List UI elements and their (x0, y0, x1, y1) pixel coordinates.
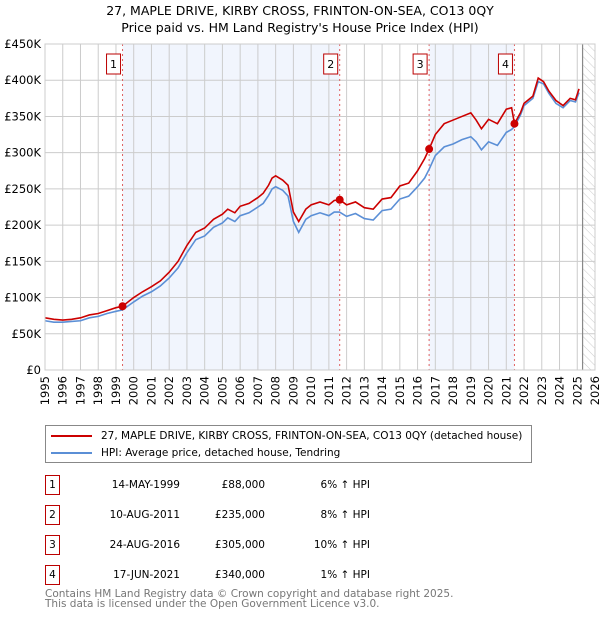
sale-marker-label: 1 (110, 58, 117, 71)
footer-line: This data is licensed under the Open Gov… (45, 598, 380, 610)
x-tick-label: 2003 (180, 376, 194, 405)
sale-date: 10-AUG-2011 (109, 509, 180, 521)
sale-hpi-diff: 10% ↑ HPI (313, 539, 370, 551)
sale-marker-label: 4 (502, 58, 509, 71)
plot-border (44, 43, 596, 371)
sale-price: £340,000 (214, 569, 265, 581)
x-tick-label: 2004 (198, 376, 212, 405)
x-tick-label: 2001 (144, 376, 158, 405)
y-tick-label: £150K (4, 254, 41, 268)
x-tick-label: 1996 (56, 376, 70, 405)
legend-item-property: 27, MAPLE DRIVE, KIRBY CROSS, FRINTON-ON… (46, 428, 522, 444)
x-tick-label: 2007 (251, 376, 265, 405)
sale-hpi-diff: 1% ↑ HPI (320, 569, 370, 581)
sale-point (510, 119, 519, 128)
x-tick-label: 2012 (340, 376, 354, 405)
x-tick-label: 2024 (553, 376, 567, 405)
x-tick-label: 2020 (482, 376, 496, 405)
shaded-period (122, 44, 340, 370)
x-tick-label: 2026 (588, 376, 600, 405)
x-tick-label: 2025 (570, 376, 584, 405)
property-price-line (44, 76, 580, 321)
x-tick-label: 1995 (38, 376, 52, 405)
y-tick-label: £300K (4, 146, 41, 160)
y-tick-label: £50K (12, 327, 42, 341)
shaded-period (429, 44, 515, 370)
sale-marker-badge: 2 (45, 505, 60, 525)
x-tick-label: 2002 (162, 376, 176, 405)
x-tick-label: 1998 (91, 376, 105, 405)
legend-label: 27, MAPLE DRIVE, KIRBY CROSS, FRINTON-ON… (101, 430, 523, 442)
y-tick-label: £0 (26, 363, 41, 377)
x-tick-label: 2015 (393, 376, 407, 405)
y-tick-label: £450K (4, 37, 41, 51)
sale-marker-badge (106, 53, 122, 75)
sale-date: 14-MAY-1999 (111, 479, 180, 491)
footer: Contains HM Land Registry data © Crown c… (45, 588, 454, 610)
x-tick-label: 2008 (269, 376, 283, 405)
sale-marker-badge: 3 (45, 535, 60, 555)
sale-marker-badge: 1 (45, 475, 60, 495)
y-tick-label: £250K (4, 182, 41, 196)
sale-date: 24-AUG-2016 (109, 539, 180, 551)
projection-hatch (582, 44, 595, 370)
sale-marker-badge (412, 53, 428, 75)
x-tick-label: 2005 (215, 376, 229, 405)
x-tick-label: 2017 (428, 376, 442, 405)
y-tick-label: £350K (4, 109, 41, 123)
x-tick-label: 2019 (464, 376, 478, 405)
x-tick-label: 2016 (411, 376, 425, 405)
chart-title: 27, MAPLE DRIVE, KIRBY CROSS, FRINTON-ON… (106, 3, 494, 18)
table-row: 1 14-MAY-1999 £88,000 6% ↑ HPI (45, 475, 545, 495)
legend-swatch-red (51, 435, 92, 437)
table-row: 4 17-JUN-2021 £340,000 1% ↑ HPI (45, 565, 545, 585)
x-tick-label: 2000 (127, 376, 141, 405)
x-tick-label: 1997 (73, 376, 87, 405)
sale-hpi-diff: 6% ↑ HPI (320, 479, 370, 491)
sale-date: 17-JUN-2021 (113, 569, 180, 581)
y-tick-label: £400K (4, 73, 41, 87)
x-tick-label: 2014 (375, 376, 389, 405)
sale-marker-badge: 4 (45, 565, 60, 585)
x-tick-label: 2006 (233, 376, 247, 405)
x-tick-label: 2023 (535, 376, 549, 405)
y-tick-label: £100K (4, 291, 41, 305)
sale-price: £235,000 (214, 509, 265, 521)
y-tick-label: £200K (4, 218, 41, 232)
x-tick-label: 2022 (517, 376, 531, 405)
x-tick-label: 2018 (446, 376, 460, 405)
sale-price: £305,000 (214, 539, 265, 551)
price-chart: £0 £50K £100K £150K £200K £250K £300K £350K £400… (4, 37, 600, 405)
sale-point (425, 145, 434, 154)
sale-point (335, 195, 344, 204)
legend-swatch-blue (51, 452, 92, 454)
sale-point (118, 302, 127, 311)
legend-label: HPI: Average price, detached house, Tend… (101, 447, 341, 459)
sale-marker-badge (497, 53, 513, 75)
legend-item-hpi: HPI: Average price, detached house, Tend… (46, 445, 340, 461)
x-tick-label: 2009 (286, 376, 300, 405)
footer-line: Contains HM Land Registry data © Crown c… (45, 588, 454, 600)
table-row: 3 24-AUG-2016 £305,000 10% ↑ HPI (45, 535, 545, 555)
x-tick-label: 1999 (109, 376, 123, 405)
legend: 27, MAPLE DRIVE, KIRBY CROSS, FRINTON-ON… (45, 425, 532, 463)
hpi-line (44, 80, 580, 323)
x-tick-label: 2011 (322, 376, 336, 405)
sale-hpi-diff: 8% ↑ HPI (320, 509, 370, 521)
x-tick-label: 2010 (304, 376, 318, 405)
x-tick-label: 2013 (357, 376, 371, 405)
chart-subtitle: Price paid vs. HM Land Registry's House … (121, 20, 479, 35)
table-row: 2 10-AUG-2011 £235,000 8% ↑ HPI (45, 505, 545, 525)
sale-marker-label: 3 (417, 58, 424, 71)
sale-price: £88,000 (221, 479, 265, 491)
sale-marker-badge (323, 53, 339, 75)
sale-marker-label: 2 (327, 58, 334, 71)
x-tick-label: 2021 (499, 376, 513, 405)
